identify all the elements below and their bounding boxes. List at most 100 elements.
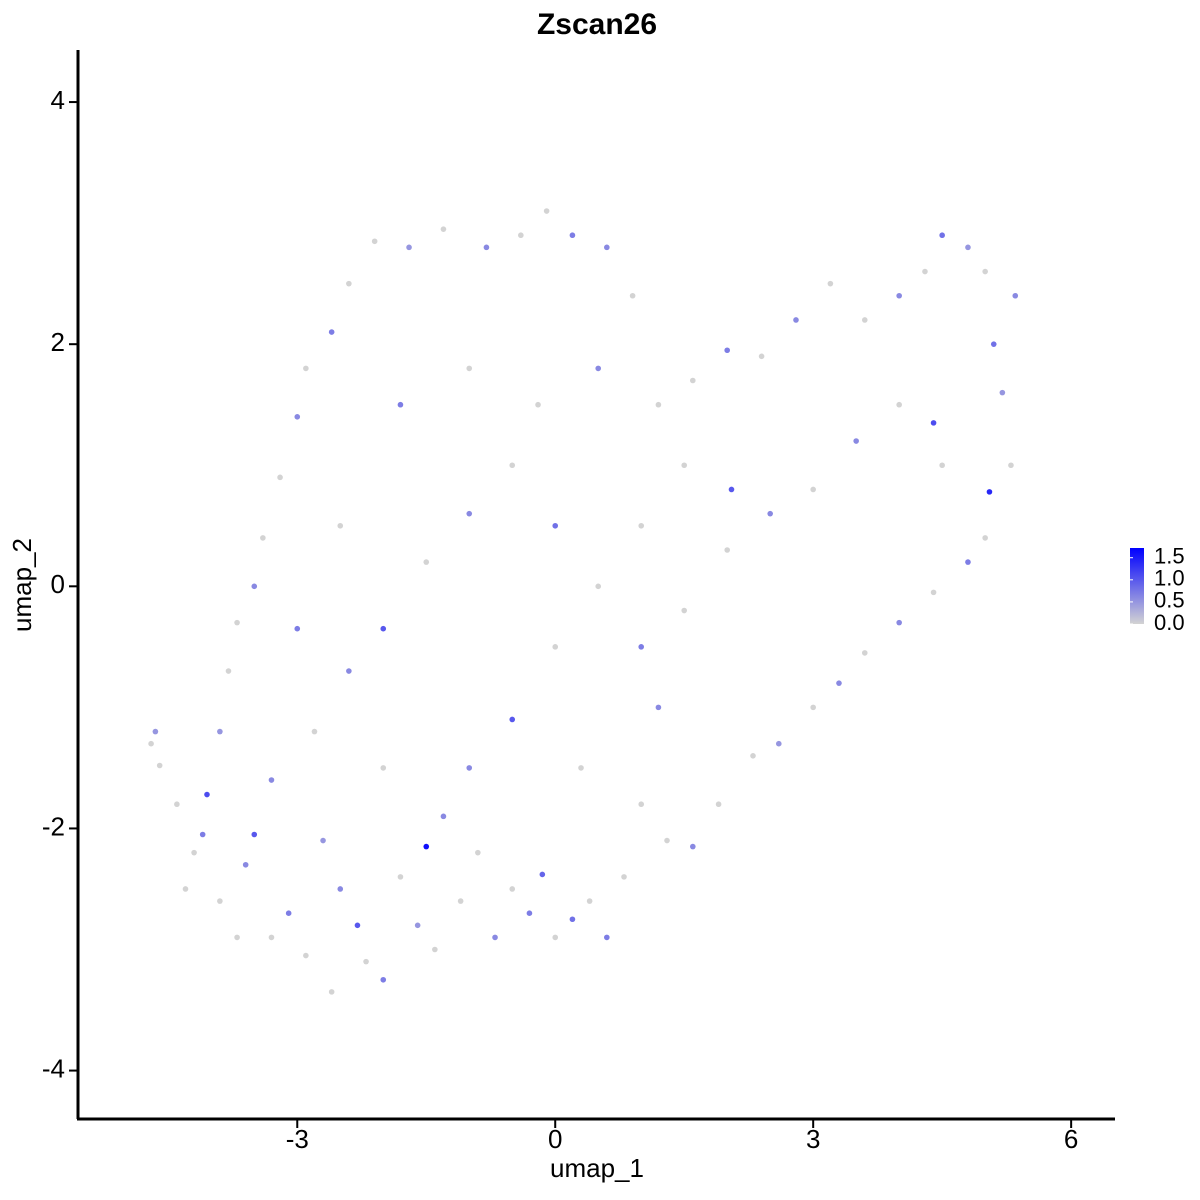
cell-point (346, 668, 352, 674)
cell-point (595, 583, 602, 590)
cell-point (638, 801, 645, 808)
cell-point (397, 401, 404, 408)
cell-point (242, 861, 249, 868)
cell-point (191, 849, 197, 856)
y-tick-label: 0 (51, 569, 65, 599)
cell-point (990, 341, 997, 347)
cell-point (466, 765, 473, 771)
chart-title: Zscan26 (537, 8, 657, 41)
cell-point (930, 420, 937, 426)
cell-point (965, 559, 971, 565)
cell-point (896, 619, 902, 626)
cell-point (526, 910, 533, 916)
x-axis-label: umap_1 (550, 1153, 644, 1183)
cell-point (965, 244, 971, 251)
cell-point (483, 244, 490, 251)
cell-point (896, 292, 902, 299)
cell-point (303, 952, 309, 959)
cell-point (767, 510, 773, 517)
y-axis-label: umap_2 (7, 538, 37, 632)
cell-point (681, 607, 688, 614)
cell-point (406, 244, 412, 251)
cell-point (758, 353, 765, 360)
cell-point (509, 716, 516, 723)
cell-point (552, 644, 559, 650)
cell-point (552, 934, 559, 941)
x-tick-label: -3 (286, 1124, 309, 1154)
cell-point (328, 329, 335, 335)
cell-point (346, 280, 352, 287)
colorbar-tick-label: 1.0 (1154, 566, 1185, 591)
cell-point (629, 292, 636, 299)
cell-point (294, 625, 301, 632)
y-tick-label: -2 (42, 811, 65, 841)
cell-point (552, 522, 559, 529)
cell-point (268, 777, 275, 783)
cell-point (836, 680, 842, 686)
cell-point (1008, 462, 1014, 469)
cell-point (466, 365, 473, 372)
cell-point (775, 740, 782, 747)
cell-point (1012, 292, 1019, 299)
cell-point (681, 462, 688, 469)
cell-point (509, 462, 516, 469)
cell-point (518, 232, 524, 239)
cell-point (182, 886, 189, 892)
cell-point (999, 389, 1006, 396)
cell-point (337, 522, 344, 529)
cell-point (535, 401, 541, 408)
cell-point (724, 347, 730, 354)
cell-point (861, 650, 868, 656)
cell-point (939, 232, 945, 239)
cell-point (337, 886, 344, 892)
cell-point (982, 535, 988, 541)
cell-point (156, 762, 163, 769)
cell-point (466, 510, 473, 517)
cell-point (604, 244, 610, 251)
cell-point (285, 910, 292, 916)
cell-point (354, 922, 361, 929)
cell-point (234, 619, 240, 626)
y-tick-label: 4 (51, 85, 65, 115)
cell-point (234, 934, 240, 941)
cell-point (204, 791, 210, 798)
x-tick-label: 6 (1064, 1124, 1078, 1154)
cell-point (397, 874, 404, 880)
cell-point (664, 837, 670, 844)
cell-point (638, 644, 645, 650)
cell-point (827, 280, 834, 287)
cell-point (922, 268, 928, 275)
cell-point (294, 414, 301, 420)
cell-point (986, 489, 993, 495)
cell-point (810, 486, 816, 493)
cell-point (861, 317, 868, 323)
cell-point (277, 474, 283, 481)
cell-point (595, 365, 602, 372)
x-tick-label: 0 (548, 1124, 562, 1154)
cell-point (939, 462, 945, 469)
cell-point (328, 989, 335, 995)
cell-point (148, 740, 154, 747)
cell-point (509, 886, 516, 892)
cell-point (896, 401, 902, 408)
cell-point (586, 898, 593, 904)
colorbar-tick-label: 0.0 (1154, 610, 1185, 635)
cell-point (440, 813, 447, 820)
cell-point (982, 268, 988, 275)
cell-point (199, 831, 206, 838)
cell-point (690, 843, 696, 850)
cell-point (638, 522, 645, 529)
cell-point (268, 934, 275, 941)
cell-point (251, 831, 258, 838)
cell-point (251, 583, 258, 590)
y-tick-label: -4 (42, 1053, 65, 1083)
colorbar-tick-label: 0.5 (1154, 588, 1185, 613)
cell-point (728, 486, 735, 493)
cell-point (655, 401, 662, 408)
cell-point (432, 946, 438, 953)
cell-point (604, 934, 610, 941)
cell-point (543, 208, 550, 214)
cell-point (363, 958, 369, 965)
cell-point (380, 625, 387, 632)
